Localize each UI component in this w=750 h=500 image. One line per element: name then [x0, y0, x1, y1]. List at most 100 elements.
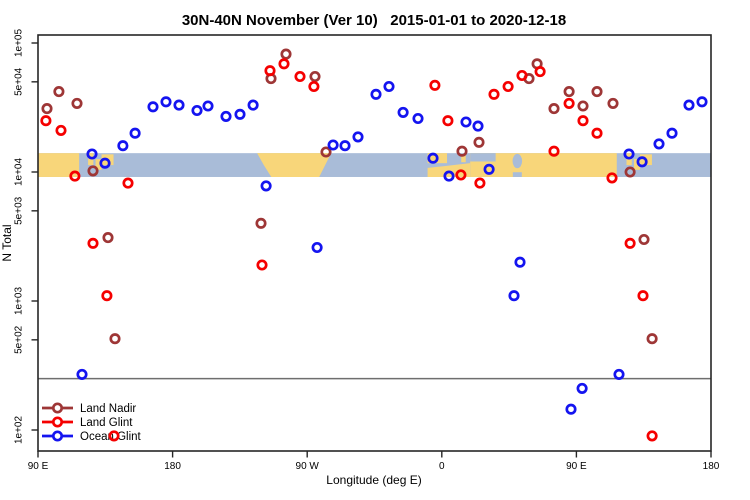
point — [460, 116, 472, 128]
x-tick-label: 180 — [164, 461, 181, 472]
point — [129, 127, 141, 139]
point — [280, 48, 292, 60]
point — [55, 124, 67, 136]
point — [427, 152, 439, 164]
point — [339, 140, 351, 152]
point — [606, 172, 618, 184]
point — [234, 108, 246, 120]
sea-persian-gulf — [512, 172, 522, 177]
point — [255, 217, 267, 229]
land-northwest-africa — [427, 163, 471, 177]
point — [412, 112, 424, 125]
point — [624, 166, 636, 178]
point — [102, 232, 114, 244]
point — [696, 96, 708, 108]
point — [101, 290, 113, 302]
point — [311, 241, 323, 254]
point — [220, 110, 232, 122]
y-tick-label: 1e+02 — [14, 416, 25, 445]
point — [86, 148, 98, 160]
point — [508, 290, 520, 302]
point — [473, 136, 485, 148]
legend-label: Land Nadir — [80, 403, 136, 415]
point — [683, 99, 695, 111]
point — [472, 120, 484, 132]
series-land-glint — [40, 58, 658, 442]
point — [71, 97, 83, 109]
point — [516, 69, 528, 82]
land-japan-west-wrap — [633, 159, 640, 170]
point — [607, 97, 619, 109]
axes: 90 E 180 90 W 0 90 E 180 1e+05 5e+04 1e+04 5e+03 1… — [14, 29, 720, 472]
point — [565, 403, 577, 415]
y-tick-label: 5e+02 — [14, 325, 25, 354]
series-land-nadir — [41, 48, 658, 345]
land-east-asia — [38, 153, 80, 177]
point — [646, 430, 658, 442]
point — [69, 170, 81, 182]
point — [563, 97, 575, 109]
point — [636, 156, 648, 168]
y-tick-label: 1e+04 — [14, 158, 25, 187]
point — [455, 169, 467, 181]
point — [591, 86, 603, 98]
point — [456, 145, 468, 157]
point — [443, 170, 455, 182]
point — [320, 146, 332, 158]
point — [308, 80, 320, 93]
point — [370, 88, 382, 100]
point — [591, 127, 603, 139]
plot-box — [37, 34, 712, 452]
point — [99, 157, 111, 169]
series-ocean-glint — [76, 80, 708, 415]
x-tick-label: 90 E — [566, 461, 587, 472]
point — [327, 139, 339, 151]
point — [638, 233, 650, 246]
point — [534, 66, 546, 78]
chart-title: 30N-40N November (Ver 10) 2015-01-01 to … — [182, 12, 566, 29]
data-points — [40, 48, 708, 442]
y-tick-label: 5e+04 — [14, 67, 25, 96]
point — [502, 80, 514, 93]
point — [247, 99, 259, 111]
point — [613, 368, 625, 380]
land-italy-sicily — [461, 154, 466, 163]
x-tick-label: 90 W — [296, 461, 320, 472]
point — [514, 256, 526, 268]
point — [202, 100, 214, 112]
sea-caspian-sea — [512, 153, 523, 169]
point — [41, 103, 53, 115]
point — [646, 333, 658, 345]
point — [122, 177, 134, 189]
point — [40, 115, 52, 127]
legend-marker — [51, 416, 64, 428]
point — [117, 140, 129, 152]
point — [577, 115, 589, 127]
x-axis-label: Longitude (deg E) — [326, 473, 421, 487]
point — [294, 70, 306, 83]
point — [488, 88, 500, 100]
x-tick-label: 0 — [439, 461, 445, 472]
point — [352, 131, 364, 143]
point — [256, 259, 268, 271]
legend-marker — [51, 402, 64, 414]
point — [53, 86, 65, 98]
legend-marker — [51, 430, 64, 442]
sea-east-mediterranean — [470, 153, 496, 162]
land-japan-west — [95, 159, 102, 170]
point — [666, 127, 678, 139]
point — [76, 368, 88, 380]
point — [264, 65, 276, 77]
point — [160, 96, 172, 108]
point — [309, 70, 321, 83]
point — [109, 333, 121, 345]
point — [191, 104, 203, 117]
y-tick-label: 1e+03 — [14, 287, 25, 316]
point — [87, 165, 99, 177]
point — [483, 163, 495, 175]
legend-label: Land Glint — [80, 417, 133, 429]
point — [623, 148, 635, 160]
